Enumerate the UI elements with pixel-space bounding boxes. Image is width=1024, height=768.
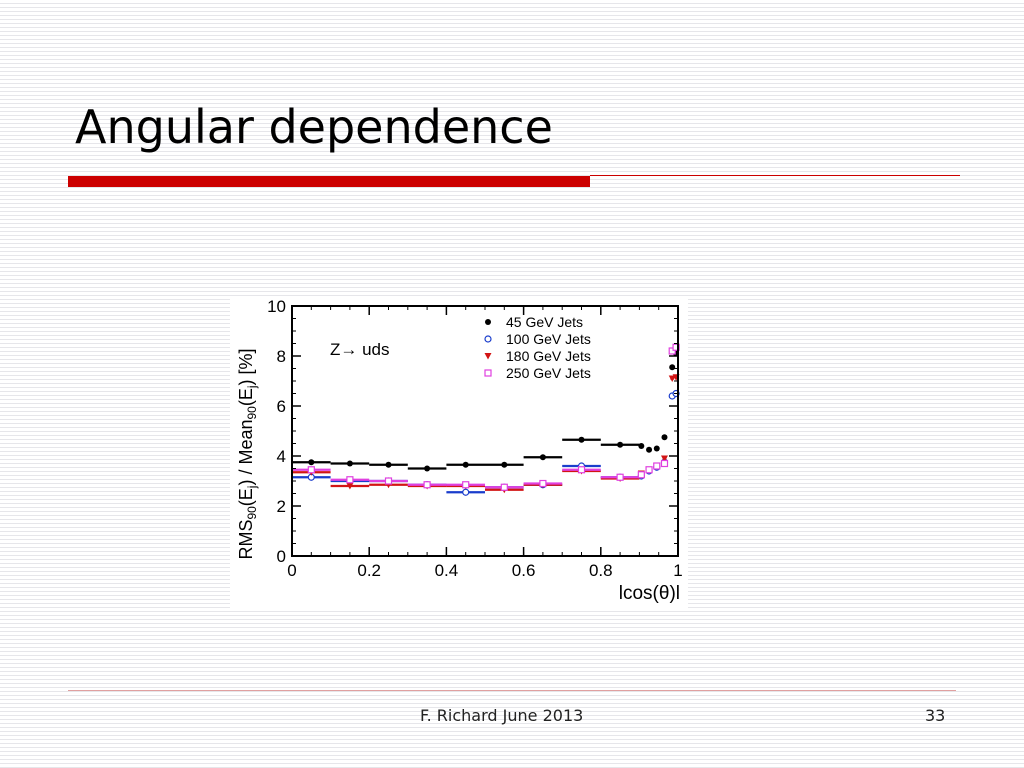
data-point <box>668 375 676 382</box>
data-point <box>637 471 645 479</box>
data-point <box>638 443 645 449</box>
page-number: 33 <box>925 706 946 725</box>
data-point <box>462 461 469 468</box>
data-point <box>484 369 492 377</box>
data-point <box>539 454 546 461</box>
x-tick-label: 0.2 <box>357 561 381 580</box>
data-point <box>500 483 508 491</box>
x-tick-label: 0.6 <box>512 561 536 580</box>
x-tick-label: 0.8 <box>589 561 613 580</box>
data-point <box>385 461 392 468</box>
legend-label: 45 GeV Jets <box>506 314 583 330</box>
data-point <box>384 477 393 485</box>
data-point <box>653 462 661 470</box>
x-axis-label: lcos(θ)l <box>619 583 680 604</box>
y-axis-label: RMS90(Ej) / Mean90(Ej) [%] <box>236 348 259 559</box>
data-point <box>661 434 668 441</box>
data-point <box>485 319 491 325</box>
title-underline-thick <box>68 176 590 187</box>
x-tick-label: 0.4 <box>435 561 459 580</box>
data-point <box>307 466 315 474</box>
series-250-gev-jets <box>292 343 680 491</box>
data-point <box>501 461 508 468</box>
legend-entry: 45 GeV Jets <box>485 314 583 330</box>
data-point <box>646 446 653 453</box>
y-tick-label: 6 <box>277 397 286 416</box>
y-tick-label: 2 <box>277 497 286 516</box>
data-point <box>462 481 470 489</box>
data-point <box>616 473 624 481</box>
data-point <box>660 455 668 462</box>
legend-label: 250 GeV Jets <box>506 365 591 381</box>
data-point <box>539 479 547 488</box>
title-underline-thin <box>590 175 960 176</box>
data-point <box>346 476 354 484</box>
y-tick-label: 4 <box>277 447 286 466</box>
data-point <box>484 335 492 343</box>
footer-divider <box>68 690 956 691</box>
legend-entry: 250 GeV Jets <box>484 365 591 381</box>
data-point <box>577 466 586 474</box>
y-tick-label: 0 <box>277 547 286 566</box>
chart-figure: 0 0.2 0.4 0.6 0.8 1 0 2 4 6 8 10 45 GeV Jets 100 GeV… <box>230 296 688 608</box>
footer-author-date: F. Richard June 2013 <box>420 706 584 725</box>
x-tick-label: 0 <box>287 561 296 580</box>
data-point <box>308 459 315 466</box>
data-point <box>423 481 431 489</box>
data-point <box>578 436 585 443</box>
data-point <box>672 343 680 351</box>
data-point <box>346 460 353 467</box>
data-point <box>617 441 624 448</box>
legend-entry: 100 GeV Jets <box>484 331 591 347</box>
slide-title: Angular dependence <box>75 100 553 154</box>
chart-annotation: Z→ uds <box>330 340 390 359</box>
data-point <box>653 445 660 452</box>
data-point <box>645 466 653 474</box>
data-point <box>424 465 431 472</box>
legend-label: 180 GeV Jets <box>506 348 591 364</box>
legend-label: 100 GeV Jets <box>506 331 591 347</box>
series-45-gev-jets <box>292 350 680 472</box>
y-tick-label: 10 <box>267 297 286 316</box>
legend-entry: 180 GeV Jets <box>484 348 591 364</box>
data-point <box>484 353 492 360</box>
x-tick-label: 1 <box>673 561 682 580</box>
data-point <box>669 364 676 371</box>
data-point <box>660 459 669 468</box>
data-point <box>462 488 470 496</box>
data-point <box>346 483 354 490</box>
y-tick-label: 8 <box>277 347 286 366</box>
data-point <box>668 347 676 355</box>
